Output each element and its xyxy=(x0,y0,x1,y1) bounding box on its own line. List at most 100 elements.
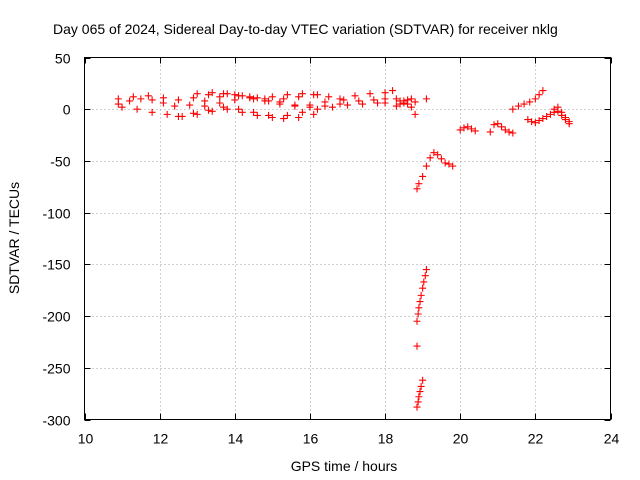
data-point xyxy=(298,90,306,98)
data-point xyxy=(449,162,457,170)
y-tick-label: -100 xyxy=(42,206,70,222)
data-point xyxy=(543,112,551,120)
data-point xyxy=(265,97,273,105)
data-point xyxy=(355,97,363,105)
data-point xyxy=(204,106,212,114)
series-segment-21 xyxy=(486,120,517,137)
data-point xyxy=(411,98,419,106)
x-tick-label: 24 xyxy=(604,431,620,447)
x-tick-label: 10 xyxy=(78,431,94,447)
series-segment-22b xyxy=(550,103,573,126)
series-arc-b xyxy=(114,90,389,105)
data-point xyxy=(238,108,246,116)
y-tick-label: -300 xyxy=(42,413,70,429)
data-point xyxy=(340,96,348,104)
y-axis-label: SDTVAR / TECUs xyxy=(6,182,22,294)
gridlines xyxy=(84,57,611,420)
data-point xyxy=(550,105,558,113)
series-isolated-19 xyxy=(422,95,430,103)
data-point xyxy=(445,160,453,168)
data-point xyxy=(520,100,528,108)
data-point xyxy=(344,101,351,109)
data-point xyxy=(509,129,517,137)
data-point xyxy=(421,272,429,280)
data-point xyxy=(193,90,201,98)
data-point xyxy=(148,108,156,116)
data-point xyxy=(501,126,509,134)
data-point xyxy=(129,93,137,101)
data-point xyxy=(118,103,126,111)
data-point xyxy=(144,92,152,100)
data-point xyxy=(554,103,562,111)
series-segment-20 xyxy=(456,123,479,135)
data-point xyxy=(509,105,517,113)
data-point xyxy=(411,110,419,118)
x-tick-label: 22 xyxy=(528,431,544,447)
data-point xyxy=(328,103,336,111)
data-point xyxy=(268,113,276,121)
data-point xyxy=(250,108,258,116)
y-tick-labels: 50 0 -50 -100 -150 -200 -250 -300 xyxy=(42,51,70,429)
series-arc-c xyxy=(118,99,389,121)
data-point xyxy=(494,120,502,128)
axis-ticks xyxy=(84,57,612,421)
data-point xyxy=(531,95,539,103)
data-point xyxy=(137,95,145,103)
data-point xyxy=(422,266,430,274)
data-point xyxy=(528,118,536,126)
data-point xyxy=(201,102,209,110)
data-point xyxy=(325,93,333,101)
data-point xyxy=(419,172,427,180)
data-point xyxy=(414,398,422,406)
data-point xyxy=(238,92,246,100)
data-points xyxy=(114,87,573,411)
data-point xyxy=(415,180,423,188)
data-point xyxy=(313,105,321,113)
data-point xyxy=(413,342,421,350)
data-point xyxy=(280,95,288,103)
data-point xyxy=(514,102,522,110)
data-point xyxy=(235,105,243,113)
data-point xyxy=(417,382,425,390)
data-point xyxy=(467,125,475,133)
data-point xyxy=(535,117,543,125)
series-recovery-arc xyxy=(413,149,457,193)
data-point xyxy=(174,96,182,104)
data-point xyxy=(370,96,378,104)
data-point xyxy=(417,291,425,299)
data-point xyxy=(526,98,534,106)
data-point xyxy=(280,115,288,123)
series-arc-f xyxy=(201,94,344,111)
data-point xyxy=(208,107,216,115)
data-point xyxy=(420,278,428,286)
data-point xyxy=(464,123,472,131)
series-deep-drop xyxy=(413,376,427,411)
x-tick-label: 20 xyxy=(453,431,469,447)
data-point xyxy=(216,93,224,101)
data-point xyxy=(531,119,539,127)
data-point xyxy=(422,95,430,103)
data-point xyxy=(539,115,547,123)
data-point xyxy=(223,105,231,113)
data-point xyxy=(171,102,179,110)
data-point xyxy=(186,101,194,109)
data-point xyxy=(126,97,134,105)
data-point xyxy=(268,93,276,101)
y-tick-label: -50 xyxy=(50,154,70,170)
data-point xyxy=(193,110,201,118)
data-point xyxy=(276,98,284,106)
data-point xyxy=(505,128,513,136)
series-drop-segment xyxy=(413,266,430,325)
data-point xyxy=(381,99,389,107)
data-point xyxy=(396,100,404,108)
data-point xyxy=(351,92,359,100)
data-point xyxy=(246,94,254,102)
data-point xyxy=(313,91,321,99)
data-point xyxy=(407,103,415,111)
data-point xyxy=(422,162,430,170)
data-point xyxy=(441,159,449,167)
series-isolated-229 xyxy=(413,342,421,350)
data-point xyxy=(231,96,239,104)
data-point xyxy=(430,149,438,157)
data-point xyxy=(253,111,261,119)
